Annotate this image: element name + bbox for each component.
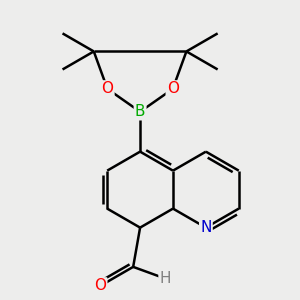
Text: H: H: [160, 271, 171, 286]
Text: O: O: [94, 278, 106, 293]
Text: B: B: [135, 104, 145, 119]
Text: O: O: [101, 81, 113, 96]
Text: N: N: [200, 220, 212, 235]
Text: O: O: [167, 81, 179, 96]
